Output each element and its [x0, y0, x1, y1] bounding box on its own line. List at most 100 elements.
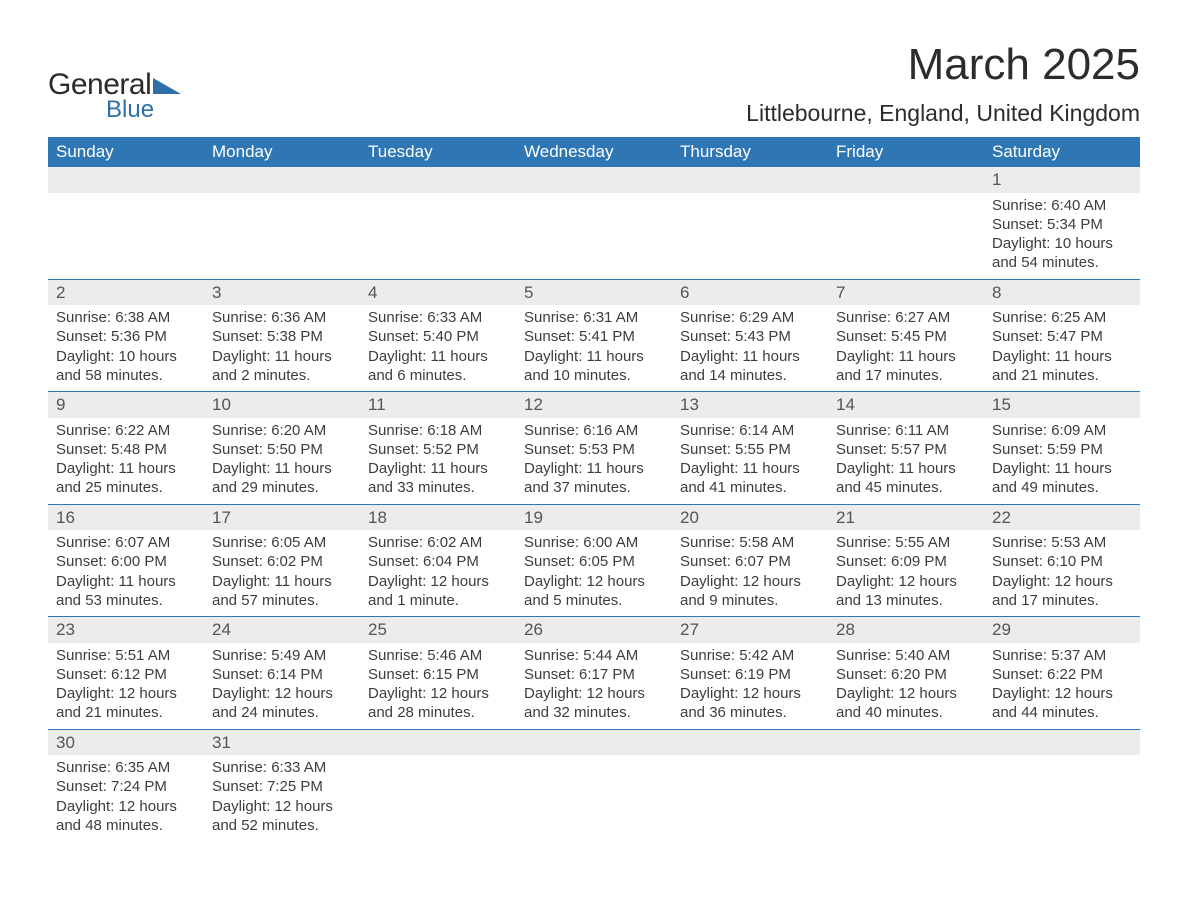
calendar-cell: 4Sunrise: 6:33 AMSunset: 5:40 PMDaylight…	[360, 279, 516, 392]
day-number: 20	[672, 505, 828, 531]
day-details: Sunrise: 6:35 AMSunset: 7:24 PMDaylight:…	[48, 755, 204, 841]
daylight-text-1: Daylight: 12 hours	[368, 572, 508, 591]
day-number: 15	[984, 392, 1140, 418]
daylight-text-2: and 17 minutes.	[992, 591, 1132, 610]
calendar-cell: .	[516, 167, 672, 279]
col-friday: Friday	[828, 137, 984, 167]
daylight-text-1: Daylight: 11 hours	[680, 347, 820, 366]
sunrise-text: Sunrise: 5:49 AM	[212, 646, 352, 665]
day-details: Sunrise: 6:29 AMSunset: 5:43 PMDaylight:…	[672, 305, 828, 391]
sunset-text: Sunset: 6:17 PM	[524, 665, 664, 684]
col-saturday: Saturday	[984, 137, 1140, 167]
sunrise-text: Sunrise: 6:22 AM	[56, 421, 196, 440]
day-number: 16	[48, 505, 204, 531]
sunrise-text: Sunrise: 5:58 AM	[680, 533, 820, 552]
daylight-text-2: and 21 minutes.	[56, 703, 196, 722]
sunrise-text: Sunrise: 5:46 AM	[368, 646, 508, 665]
daylight-text-1: Daylight: 11 hours	[56, 572, 196, 591]
daylight-text-1: Daylight: 12 hours	[368, 684, 508, 703]
calendar-cell: .	[828, 167, 984, 279]
daylight-text-2: and 24 minutes.	[212, 703, 352, 722]
sunrise-text: Sunrise: 6:09 AM	[992, 421, 1132, 440]
daylight-text-2: and 33 minutes.	[368, 478, 508, 497]
day-number: .	[672, 730, 828, 756]
day-number: 11	[360, 392, 516, 418]
daylight-text-2: and 45 minutes.	[836, 478, 976, 497]
daylight-text-2: and 13 minutes.	[836, 591, 976, 610]
day-details: Sunrise: 5:42 AMSunset: 6:19 PMDaylight:…	[672, 643, 828, 729]
sunrise-text: Sunrise: 6:11 AM	[836, 421, 976, 440]
day-details: Sunrise: 6:38 AMSunset: 5:36 PMDaylight:…	[48, 305, 204, 391]
day-number: 2	[48, 280, 204, 306]
calendar-cell: 19Sunrise: 6:00 AMSunset: 6:05 PMDayligh…	[516, 504, 672, 617]
sunrise-text: Sunrise: 6:20 AM	[212, 421, 352, 440]
daylight-text-1: Daylight: 11 hours	[368, 347, 508, 366]
week-row: 16Sunrise: 6:07 AMSunset: 6:00 PMDayligh…	[48, 504, 1140, 617]
calendar-cell: 17Sunrise: 6:05 AMSunset: 6:02 PMDayligh…	[204, 504, 360, 617]
day-number: 13	[672, 392, 828, 418]
sunset-text: Sunset: 6:04 PM	[368, 552, 508, 571]
calendar-cell: .	[984, 729, 1140, 841]
sunrise-text: Sunrise: 5:40 AM	[836, 646, 976, 665]
sunrise-text: Sunrise: 6:33 AM	[368, 308, 508, 327]
day-number: 19	[516, 505, 672, 531]
calendar-cell: .	[516, 729, 672, 841]
location-subtitle: Littlebourne, England, United Kingdom	[746, 100, 1140, 127]
week-row: 23Sunrise: 5:51 AMSunset: 6:12 PMDayligh…	[48, 617, 1140, 730]
calendar-cell: 24Sunrise: 5:49 AMSunset: 6:14 PMDayligh…	[204, 617, 360, 730]
daylight-text-1: Daylight: 11 hours	[992, 459, 1132, 478]
day-details: Sunrise: 5:55 AMSunset: 6:09 PMDaylight:…	[828, 530, 984, 616]
day-details: Sunrise: 6:33 AMSunset: 7:25 PMDaylight:…	[204, 755, 360, 841]
col-tuesday: Tuesday	[360, 137, 516, 167]
day-details: Sunrise: 6:36 AMSunset: 5:38 PMDaylight:…	[204, 305, 360, 391]
col-monday: Monday	[204, 137, 360, 167]
document-header: General Blue March 2025 Littlebourne, En…	[48, 40, 1140, 127]
day-number: 23	[48, 617, 204, 643]
sunrise-text: Sunrise: 6:35 AM	[56, 758, 196, 777]
daylight-text-2: and 6 minutes.	[368, 366, 508, 385]
daylight-text-1: Daylight: 12 hours	[212, 797, 352, 816]
sunrise-text: Sunrise: 6:36 AM	[212, 308, 352, 327]
daylight-text-2: and 17 minutes.	[836, 366, 976, 385]
sunset-text: Sunset: 6:20 PM	[836, 665, 976, 684]
daylight-text-2: and 28 minutes.	[368, 703, 508, 722]
day-details: Sunrise: 6:07 AMSunset: 6:00 PMDaylight:…	[48, 530, 204, 616]
daylight-text-1: Daylight: 11 hours	[212, 459, 352, 478]
sunrise-text: Sunrise: 6:16 AM	[524, 421, 664, 440]
sunset-text: Sunset: 5:43 PM	[680, 327, 820, 346]
daylight-text-1: Daylight: 11 hours	[212, 572, 352, 591]
day-details: Sunrise: 6:02 AMSunset: 6:04 PMDaylight:…	[360, 530, 516, 616]
sunset-text: Sunset: 6:15 PM	[368, 665, 508, 684]
calendar-cell: 31Sunrise: 6:33 AMSunset: 7:25 PMDayligh…	[204, 729, 360, 841]
day-number: .	[516, 730, 672, 756]
day-number: 31	[204, 730, 360, 756]
daylight-text-2: and 49 minutes.	[992, 478, 1132, 497]
day-number: 25	[360, 617, 516, 643]
daylight-text-1: Daylight: 11 hours	[524, 347, 664, 366]
sunset-text: Sunset: 6:02 PM	[212, 552, 352, 571]
sunrise-text: Sunrise: 6:40 AM	[992, 196, 1132, 215]
day-number: 7	[828, 280, 984, 306]
day-details: Sunrise: 6:16 AMSunset: 5:53 PMDaylight:…	[516, 418, 672, 504]
day-number: 27	[672, 617, 828, 643]
day-details: Sunrise: 5:51 AMSunset: 6:12 PMDaylight:…	[48, 643, 204, 729]
calendar-cell: 30Sunrise: 6:35 AMSunset: 7:24 PMDayligh…	[48, 729, 204, 841]
daylight-text-1: Daylight: 11 hours	[524, 459, 664, 478]
day-number: 6	[672, 280, 828, 306]
calendar-cell: .	[672, 167, 828, 279]
daylight-text-2: and 58 minutes.	[56, 366, 196, 385]
day-number: 29	[984, 617, 1140, 643]
daylight-text-1: Daylight: 12 hours	[212, 684, 352, 703]
sunrise-text: Sunrise: 5:44 AM	[524, 646, 664, 665]
month-title: March 2025	[746, 40, 1140, 90]
day-number: 5	[516, 280, 672, 306]
day-number: .	[516, 167, 672, 193]
sunrise-text: Sunrise: 5:42 AM	[680, 646, 820, 665]
daylight-text-2: and 5 minutes.	[524, 591, 664, 610]
day-details: Sunrise: 5:44 AMSunset: 6:17 PMDaylight:…	[516, 643, 672, 729]
day-details: Sunrise: 5:49 AMSunset: 6:14 PMDaylight:…	[204, 643, 360, 729]
calendar-cell: 11Sunrise: 6:18 AMSunset: 5:52 PMDayligh…	[360, 392, 516, 505]
daylight-text-1: Daylight: 12 hours	[524, 684, 664, 703]
sunset-text: Sunset: 6:07 PM	[680, 552, 820, 571]
daylight-text-2: and 2 minutes.	[212, 366, 352, 385]
